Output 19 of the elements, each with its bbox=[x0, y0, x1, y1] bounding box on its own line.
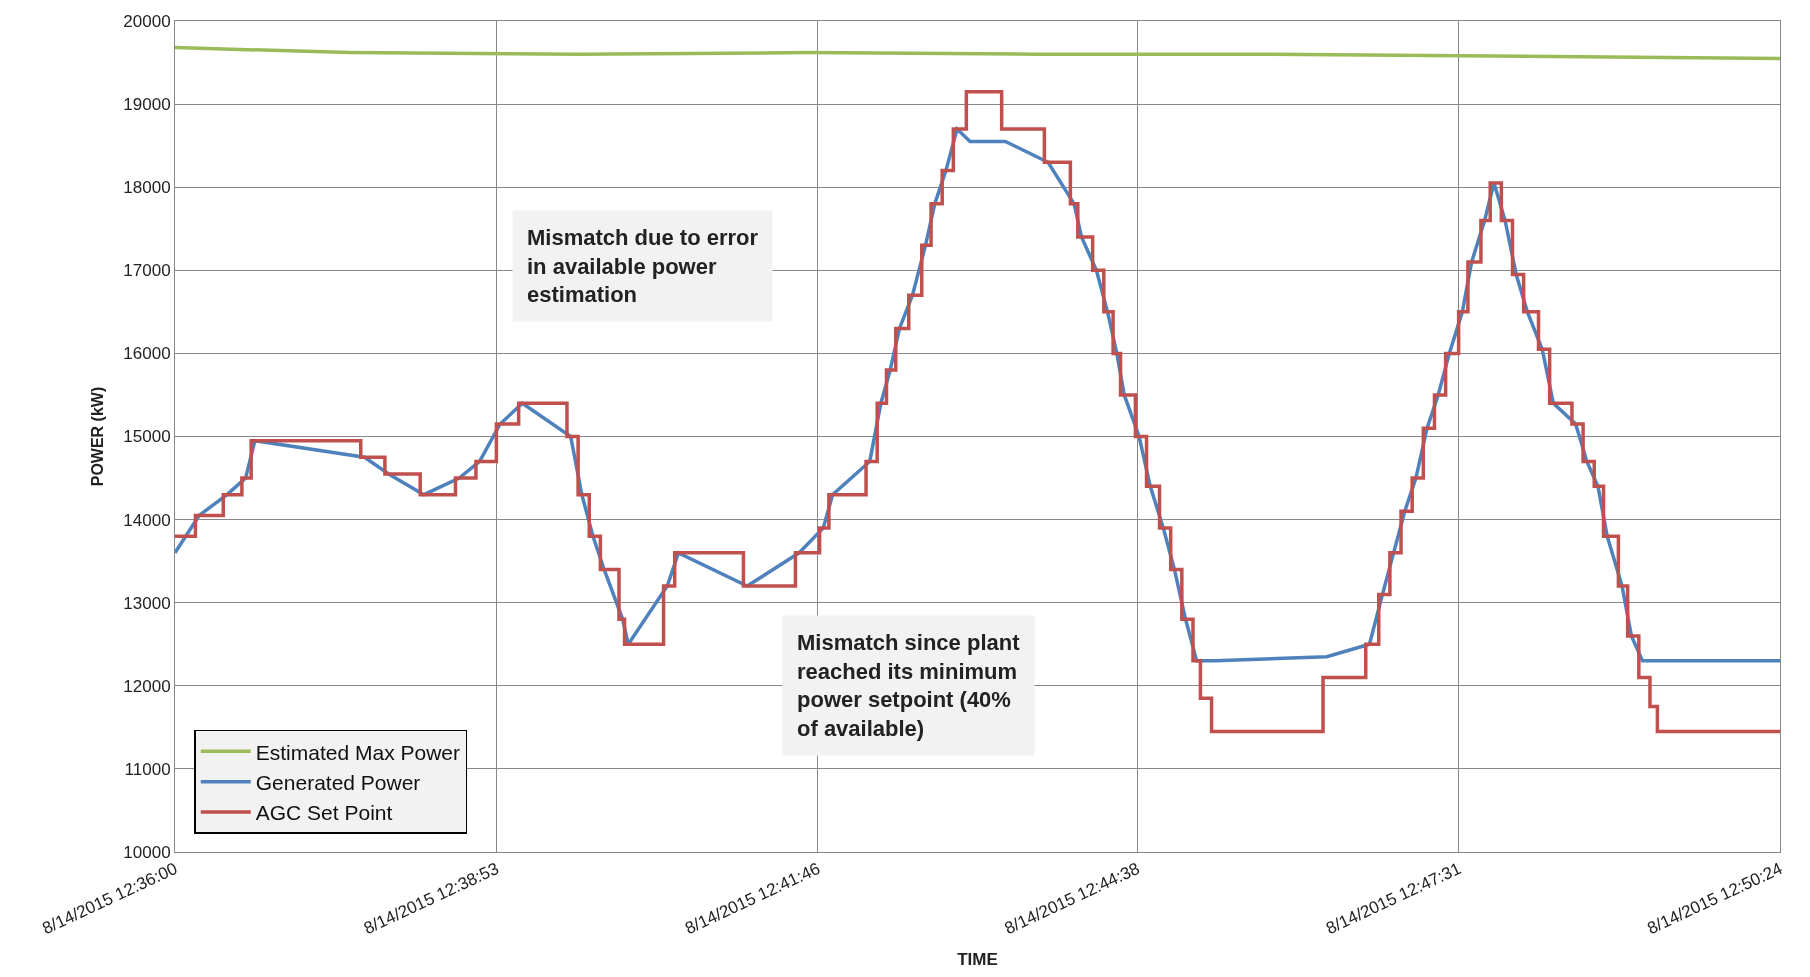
line-series bbox=[175, 45, 1780, 61]
legend-label: AGC Set Point bbox=[255, 801, 393, 825]
y-tick-label: 17000 bbox=[123, 261, 171, 281]
y-tick-label: 20000 bbox=[123, 11, 171, 31]
x-axis-title: TIME bbox=[957, 949, 998, 969]
y-tick-label: 15000 bbox=[123, 427, 171, 447]
y-tick-label: 18000 bbox=[123, 178, 171, 198]
y-tick-label: 14000 bbox=[123, 510, 171, 530]
y-axis-title: POWER (kW) bbox=[89, 386, 107, 487]
y-tick-label: 12000 bbox=[123, 676, 171, 696]
y-tick-label: 16000 bbox=[123, 344, 171, 364]
y-tick-label: 11000 bbox=[124, 759, 171, 779]
y-tick-label: 13000 bbox=[123, 593, 171, 613]
y-tick-label: 10000 bbox=[123, 842, 171, 862]
legend-label: Estimated Max Power bbox=[255, 740, 461, 764]
annotation: Mismatch since plant reached its minimum power setpoint (40% of available) bbox=[797, 630, 1021, 741]
annotation: Mismatch due to error in available power estimation bbox=[527, 225, 759, 308]
legend-label: Generated Power bbox=[255, 770, 421, 794]
y-tick-label: 19000 bbox=[123, 95, 171, 115]
